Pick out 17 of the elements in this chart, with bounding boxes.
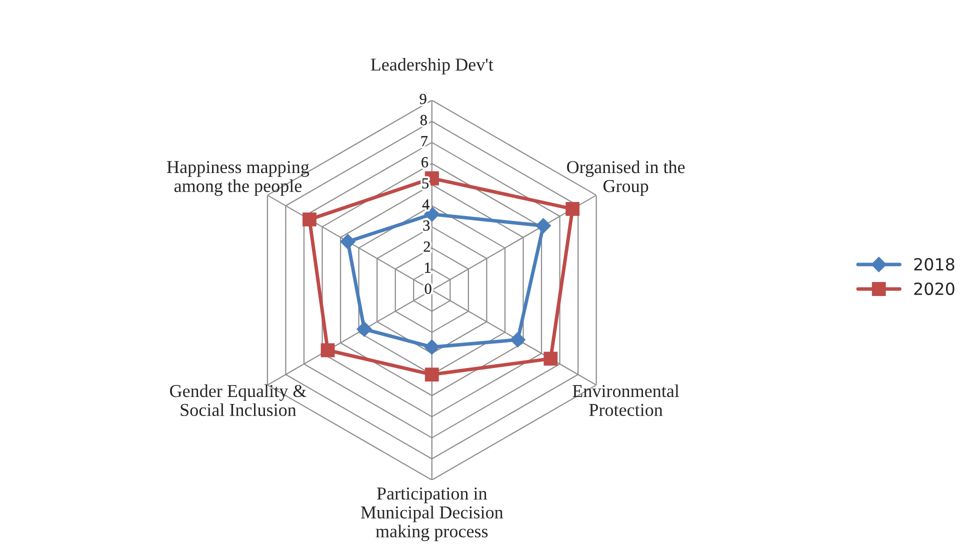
spoke-label: Environmental Protection bbox=[572, 384, 680, 416]
y-tick-label: 1 bbox=[425, 262, 430, 273]
y-tick-label: 7 bbox=[421, 136, 428, 146]
legend-label: 2020 bbox=[914, 282, 954, 296]
y-tick-label: 8 bbox=[420, 114, 427, 126]
spoke-label: Happiness mapping among the people bbox=[167, 161, 310, 196]
y-tick-label: 2 bbox=[424, 242, 430, 252]
y-tick-label: 6 bbox=[422, 157, 428, 168]
spoke-label: Participation in Municipal Decision making process bbox=[360, 488, 504, 542]
y-tick-label: 3 bbox=[423, 220, 430, 231]
y-tick-label: 9 bbox=[420, 94, 426, 104]
spoke-label: Gender Equality & Social Inclusion bbox=[170, 384, 306, 416]
spoke-label: Organised in the Group bbox=[567, 160, 685, 196]
y-tick-label: 4 bbox=[422, 199, 430, 210]
legend-label: 2018 bbox=[914, 258, 954, 271]
spoke-label: Leadership Dev't bbox=[370, 58, 494, 74]
y-tick-label: 0 bbox=[424, 284, 432, 294]
